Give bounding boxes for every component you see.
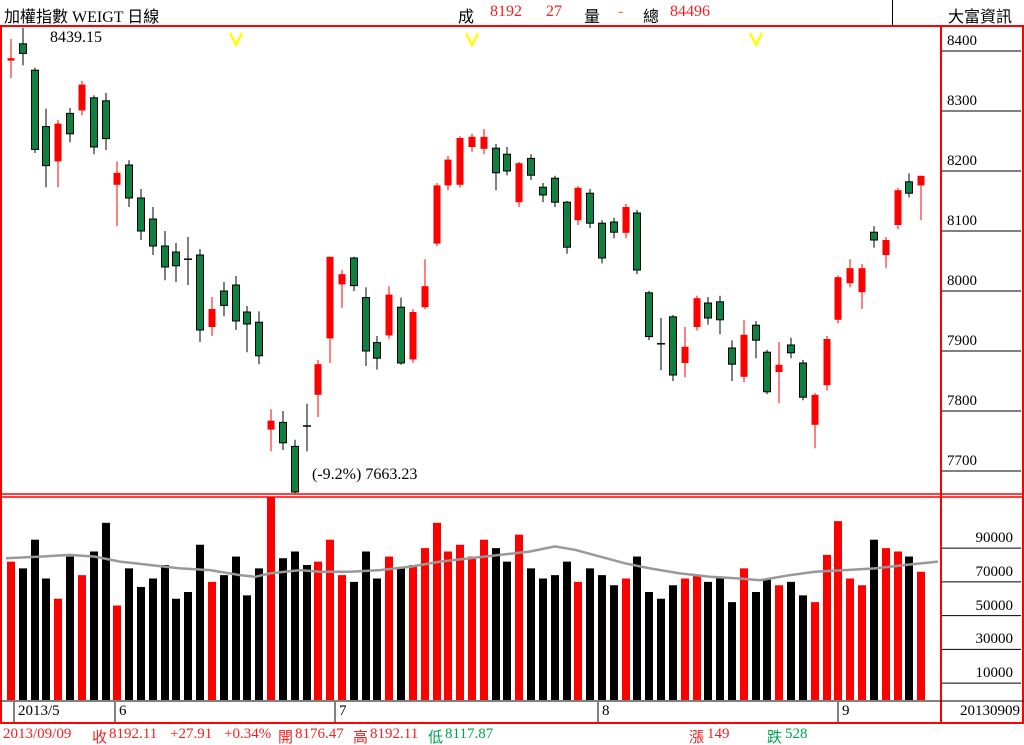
settlement-marker-icon [228, 32, 244, 48]
settlement-marker-icon [464, 32, 480, 48]
volume-ma-line [5, 545, 939, 582]
settlement-marker-icon [748, 32, 764, 48]
